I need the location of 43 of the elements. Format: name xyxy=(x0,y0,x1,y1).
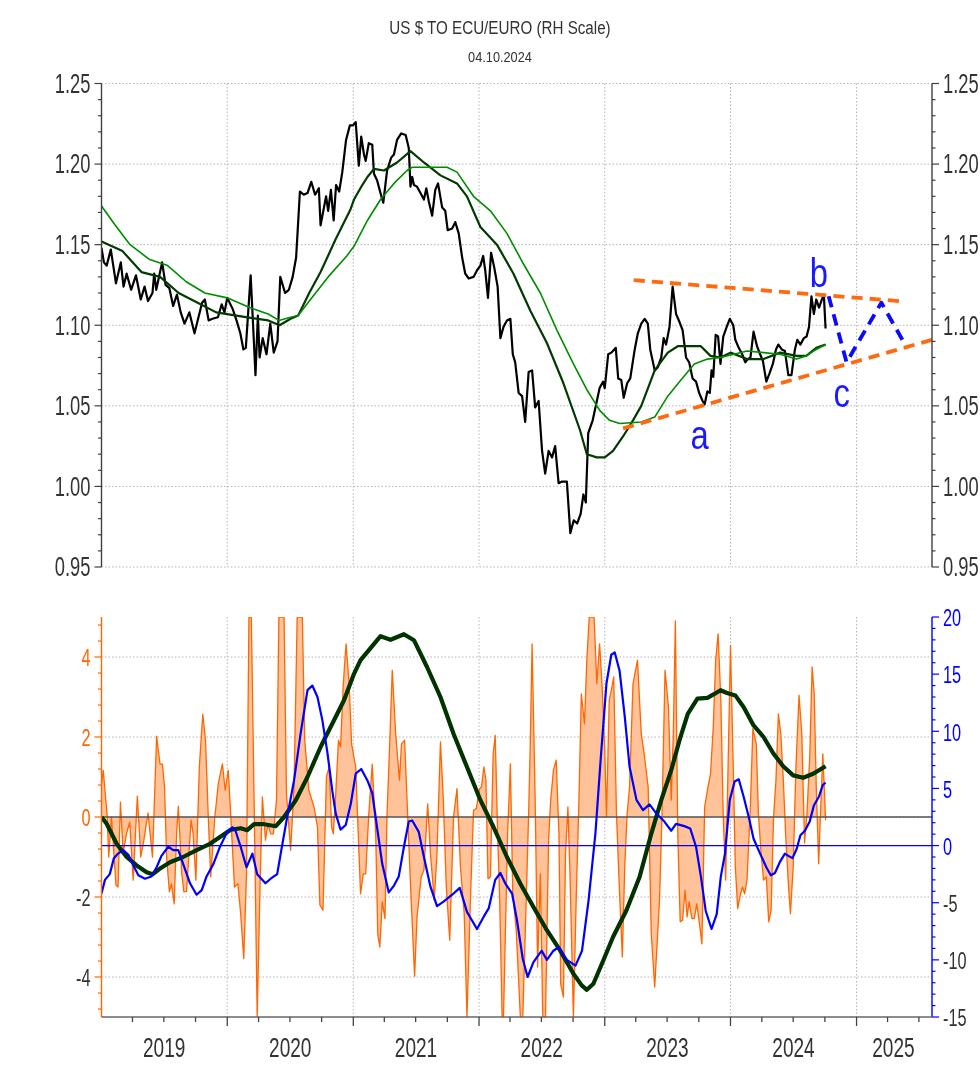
x-tick-label: 2019 xyxy=(143,1030,186,1062)
y2-tick-label: 10 xyxy=(943,717,962,745)
x-tick-label: 2025 xyxy=(872,1030,915,1062)
y2-tick-label: 1.00 xyxy=(943,471,979,502)
x-tick-label: 2024 xyxy=(772,1030,815,1062)
chart-title: US $ TO ECU/EURO (RH Scale) xyxy=(389,16,611,39)
x-tick-label: 2020 xyxy=(269,1030,312,1062)
y-tick-label: 1.25 xyxy=(54,68,91,99)
y2-tick-label: 20 xyxy=(943,603,962,631)
line-series xyxy=(826,294,905,365)
y2-tick-label: 1.05 xyxy=(943,390,979,422)
y-tick-label: 1.10 xyxy=(54,310,91,341)
y-tick-label: 4 xyxy=(81,643,91,671)
chart-subtitle: 04.10.2024 xyxy=(468,49,533,66)
y2-tick-label: 1.15 xyxy=(943,229,979,260)
y-tick-label: 1.05 xyxy=(54,390,91,422)
line-series xyxy=(101,121,827,535)
y2-tick-label: 1.10 xyxy=(943,310,979,341)
annotation: a xyxy=(690,413,710,458)
annotation: b xyxy=(809,250,828,296)
y-tick-label: 0.95 xyxy=(54,551,91,583)
y2-tick-label: 0.95 xyxy=(943,551,979,583)
annotation: c xyxy=(833,371,850,417)
y-tick-label: 1.20 xyxy=(54,148,91,180)
y2-tick-label: -5 xyxy=(943,889,958,917)
y2-tick-label: -15 xyxy=(943,1003,967,1031)
y-tick-label: -4 xyxy=(75,963,91,991)
line-series xyxy=(101,166,827,425)
y-tick-label: 0 xyxy=(81,803,91,831)
y2-tick-label: 5 xyxy=(943,774,953,802)
y2-tick-label: 0 xyxy=(943,832,953,860)
x-tick-label: 2023 xyxy=(646,1030,689,1062)
y-tick-label: 2 xyxy=(81,723,91,751)
y2-tick-label: -10 xyxy=(943,946,967,974)
y-tick-label: 1.15 xyxy=(54,229,91,260)
x-tick-label: 2021 xyxy=(394,1030,438,1062)
x-tick-label: 2022 xyxy=(520,1030,563,1062)
y2-tick-label: 15 xyxy=(943,660,962,688)
y-tick-label: -2 xyxy=(75,883,91,911)
line-series xyxy=(101,150,827,459)
y2-tick-label: 1.20 xyxy=(943,148,979,180)
y2-tick-label: 1.25 xyxy=(943,68,979,99)
y-tick-label: 1.00 xyxy=(54,471,91,502)
